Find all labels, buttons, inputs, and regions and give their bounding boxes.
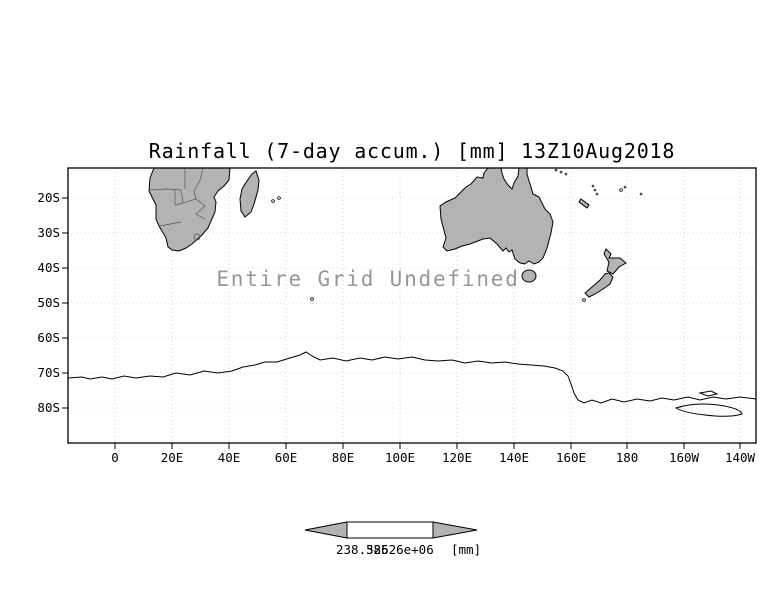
colorbar-mid-segment — [346, 521, 434, 539]
y-tick-label-20s: 20S — [37, 190, 60, 205]
chart-title: Rainfall (7-day accum.) [mm] 13Z10Aug201… — [148, 139, 676, 163]
x-tick-label-140e: 140E — [498, 450, 530, 465]
x-tick-label-40e: 40E — [217, 450, 241, 465]
colorbar-units-label: [mm] — [451, 542, 482, 557]
land-nz-south-island — [584, 272, 614, 298]
colorbar-label-left: 238.526 — [336, 542, 389, 557]
y-tick-label-30s: 30S — [37, 225, 60, 240]
undefined-grid-message: Entire Grid Undefined — [216, 267, 520, 291]
colorbar-label-right: 38526e+06 — [366, 542, 434, 557]
y-tick-label-70s: 70S — [37, 365, 60, 380]
y-tick-label-40s: 40S — [37, 260, 60, 275]
y-tick-label-80s: 80S — [37, 400, 60, 415]
colorbar-right-arrow — [432, 521, 478, 539]
x-tick-label-160w: 160W — [668, 450, 700, 465]
x-tick-label-140w: 140W — [724, 450, 756, 465]
land-tasmania — [521, 269, 537, 283]
plot-frame — [67, 167, 757, 444]
colorbar-left-arrow — [304, 521, 348, 539]
colorbar — [304, 521, 478, 539]
y-tick-label-50s: 50S — [37, 295, 60, 310]
y-tick-label-60s: 60S — [37, 330, 60, 345]
x-tick-label-120e: 120E — [441, 450, 473, 465]
small-islands — [271, 168, 643, 302]
land-madagascar — [239, 170, 260, 218]
x-tick-label-60e: 60E — [274, 450, 298, 465]
x-tick-label-20e: 20E — [160, 450, 184, 465]
antarctica-coastline — [67, 351, 757, 417]
x-tick-label-180: 180 — [615, 450, 639, 465]
country-borders — [148, 167, 206, 241]
x-tick-label-0: 0 — [111, 450, 119, 465]
landmasses — [148, 167, 627, 298]
land-nz-north-island — [603, 248, 627, 275]
land-africa — [148, 167, 231, 252]
land-new-caledonia — [578, 198, 590, 209]
land-australia — [439, 167, 554, 265]
x-tick-label-160e: 160E — [555, 450, 587, 465]
axis-tick-marks — [62, 197, 741, 449]
x-tick-label-80e: 80E — [331, 450, 355, 465]
x-tick-label-100e: 100E — [384, 450, 416, 465]
grid-lines — [68, 168, 756, 443]
